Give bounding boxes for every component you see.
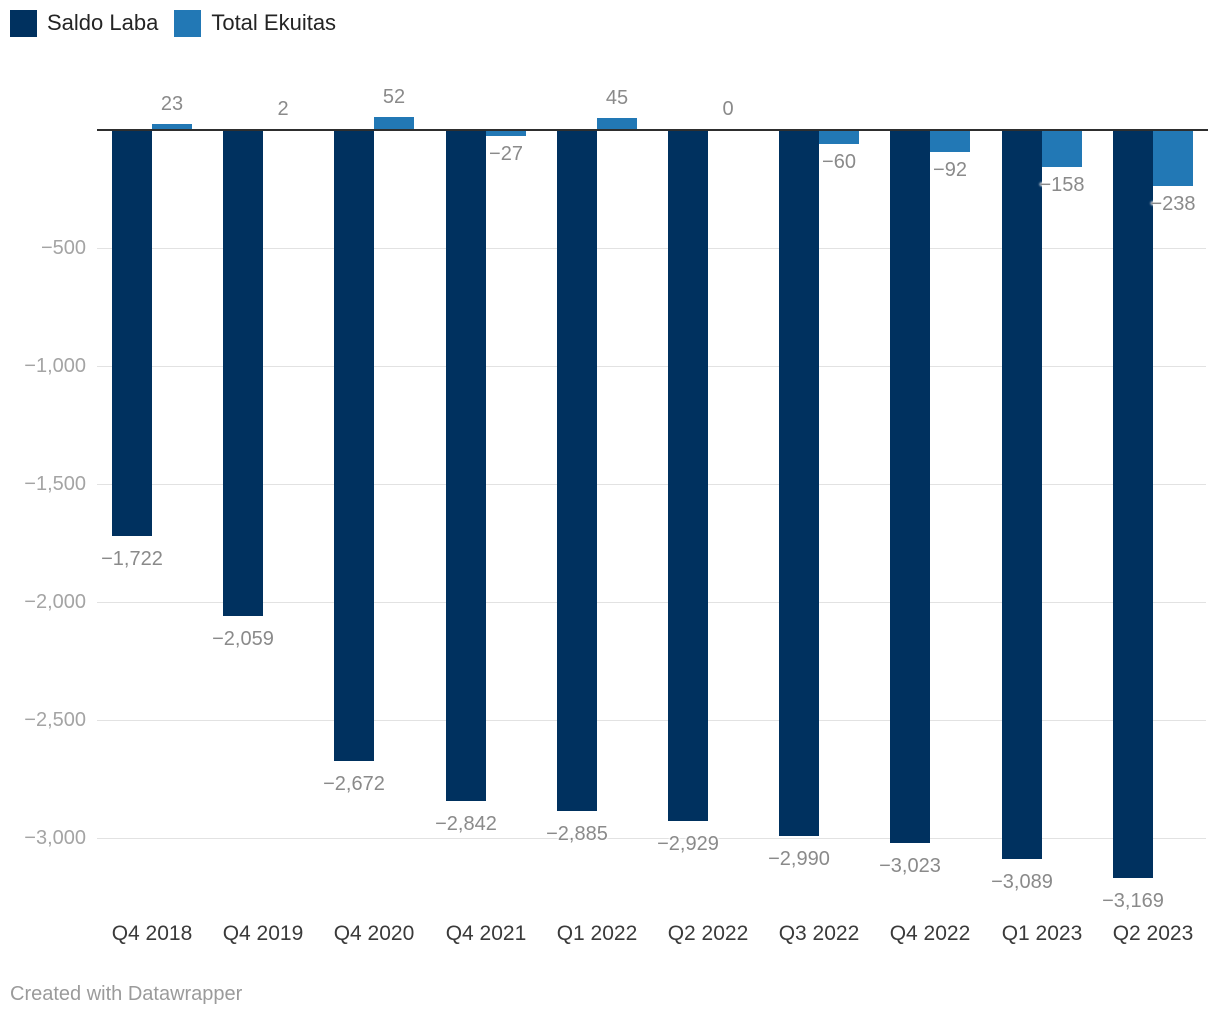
- bar-value-label: −3,023: [879, 855, 941, 877]
- grid-line: [97, 366, 1206, 367]
- bar-value-label: −27: [489, 143, 523, 165]
- chart-footer: Created with Datawrapper: [10, 982, 242, 1006]
- bar-value-label: −2,929: [657, 833, 719, 855]
- y-axis-tick-label: −1,500: [24, 473, 86, 495]
- x-axis-label: Q2 2022: [667, 922, 749, 945]
- x-axis-label: Q1 2023: [1001, 922, 1083, 945]
- bar-saldo-laba: [668, 131, 708, 821]
- bar-value-label: −92: [933, 159, 967, 181]
- x-axis-label: Q3 2022: [778, 922, 860, 945]
- bar-value-label: −238: [1150, 193, 1196, 215]
- bar-value-label: 23: [160, 93, 184, 115]
- bar-value-label: 2: [277, 98, 289, 120]
- bar-saldo-laba: [557, 131, 597, 811]
- y-axis-tick-label: −2,500: [24, 709, 86, 731]
- bar-value-label: −2,990: [768, 848, 830, 870]
- bar-saldo-laba: [1002, 131, 1042, 859]
- grid-line: [97, 720, 1206, 721]
- x-axis-label: Q2 2023: [1112, 922, 1194, 945]
- bar-value-label: −1,722: [101, 548, 163, 570]
- bar-saldo-laba: [112, 131, 152, 536]
- datawrapper-credit-link[interactable]: Created with Datawrapper: [10, 983, 243, 1005]
- bar-total-ekuitas: [930, 131, 970, 152]
- bar-total-ekuitas: [1042, 131, 1082, 167]
- legend-label-saldo-laba: Saldo Laba: [47, 10, 159, 35]
- legend-item-total-ekuitas: Total Ekuitas: [174, 9, 336, 37]
- bar-total-ekuitas: [486, 131, 526, 136]
- y-axis-tick-label: −500: [40, 237, 86, 259]
- bar-value-label: −2,059: [212, 628, 274, 650]
- bar-total-ekuitas: [1153, 131, 1193, 186]
- x-axis-label: Q4 2021: [445, 922, 527, 945]
- bar-total-ekuitas: [152, 124, 192, 129]
- bar-total-ekuitas: [819, 131, 859, 144]
- grid-line: [97, 248, 1206, 249]
- grid-line: [97, 602, 1206, 603]
- bar-value-label: −2,885: [546, 823, 608, 845]
- x-axis-label: Q4 2018: [111, 922, 193, 945]
- bar-value-label: −2,672: [323, 773, 385, 795]
- legend-label-total-ekuitas: Total Ekuitas: [211, 10, 337, 35]
- bar-total-ekuitas: [374, 117, 414, 129]
- bar-saldo-laba: [1113, 131, 1153, 878]
- y-axis-tick-label: −1,000: [24, 355, 86, 377]
- x-axis-label: Q1 2022: [556, 922, 638, 945]
- bar-value-label: −158: [1039, 174, 1085, 196]
- bar-value-label: 0: [722, 98, 734, 120]
- chart-legend: Saldo Laba Total Ekuitas: [10, 9, 352, 37]
- legend-item-saldo-laba: Saldo Laba: [10, 9, 158, 37]
- y-axis-tick-label: −2,000: [24, 591, 86, 613]
- bar-saldo-laba: [890, 131, 930, 843]
- bar-saldo-laba: [779, 131, 819, 836]
- bar-saldo-laba: [334, 131, 374, 761]
- legend-swatch-total-ekuitas-icon: [174, 9, 202, 37]
- bar-value-label: −2,842: [435, 813, 497, 835]
- bar-value-label: 45: [605, 87, 629, 109]
- y-axis-tick-label: −3,000: [24, 827, 86, 849]
- bar-value-label: −3,169: [1102, 890, 1164, 912]
- bar-total-ekuitas: [597, 118, 637, 129]
- zero-baseline: [97, 129, 1208, 131]
- x-axis-label: Q4 2020: [333, 922, 415, 945]
- legend-swatch-saldo-laba-icon: [10, 9, 37, 37]
- bar-value-label: −60: [822, 151, 856, 173]
- bar-saldo-laba: [446, 131, 486, 801]
- bar-value-label: −3,089: [991, 871, 1053, 893]
- x-axis-label: Q4 2022: [889, 922, 971, 945]
- grid-line: [97, 484, 1206, 485]
- bar-saldo-laba: [223, 131, 263, 616]
- bar-value-label: 52: [382, 86, 406, 108]
- grid-line: [97, 838, 1206, 839]
- x-axis-label: Q4 2019: [222, 922, 304, 945]
